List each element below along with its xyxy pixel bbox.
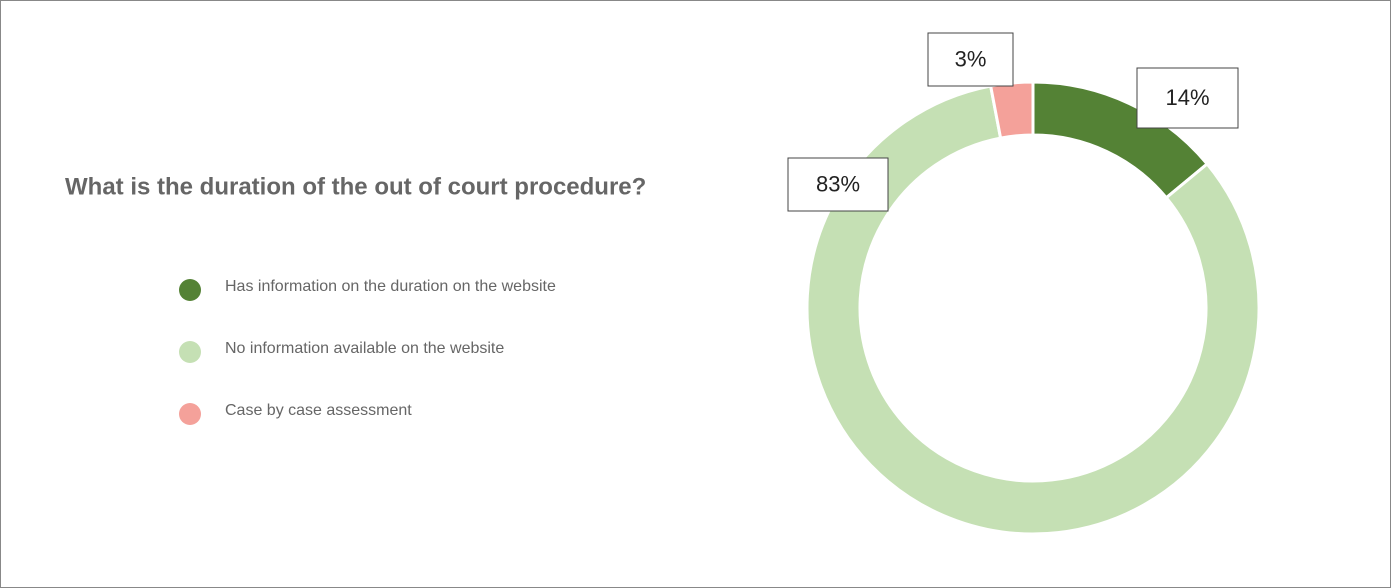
label-box xyxy=(927,32,1014,87)
legend-swatch xyxy=(179,341,201,363)
legend-label: No information available on the website xyxy=(225,340,504,357)
legend-label: Case by case assessment xyxy=(225,402,412,419)
label-box xyxy=(787,157,889,212)
legend-label: Has information on the duration on the w… xyxy=(225,278,556,295)
data-label: 83% xyxy=(816,171,860,196)
chart-title: What is the duration of the out of court… xyxy=(65,173,646,200)
donut-slice xyxy=(805,84,1261,536)
legend-swatch xyxy=(179,279,201,301)
legend-swatch xyxy=(179,403,201,425)
label-box xyxy=(1136,67,1239,129)
data-label: 14% xyxy=(1165,85,1209,110)
data-label: 3% xyxy=(955,46,987,71)
